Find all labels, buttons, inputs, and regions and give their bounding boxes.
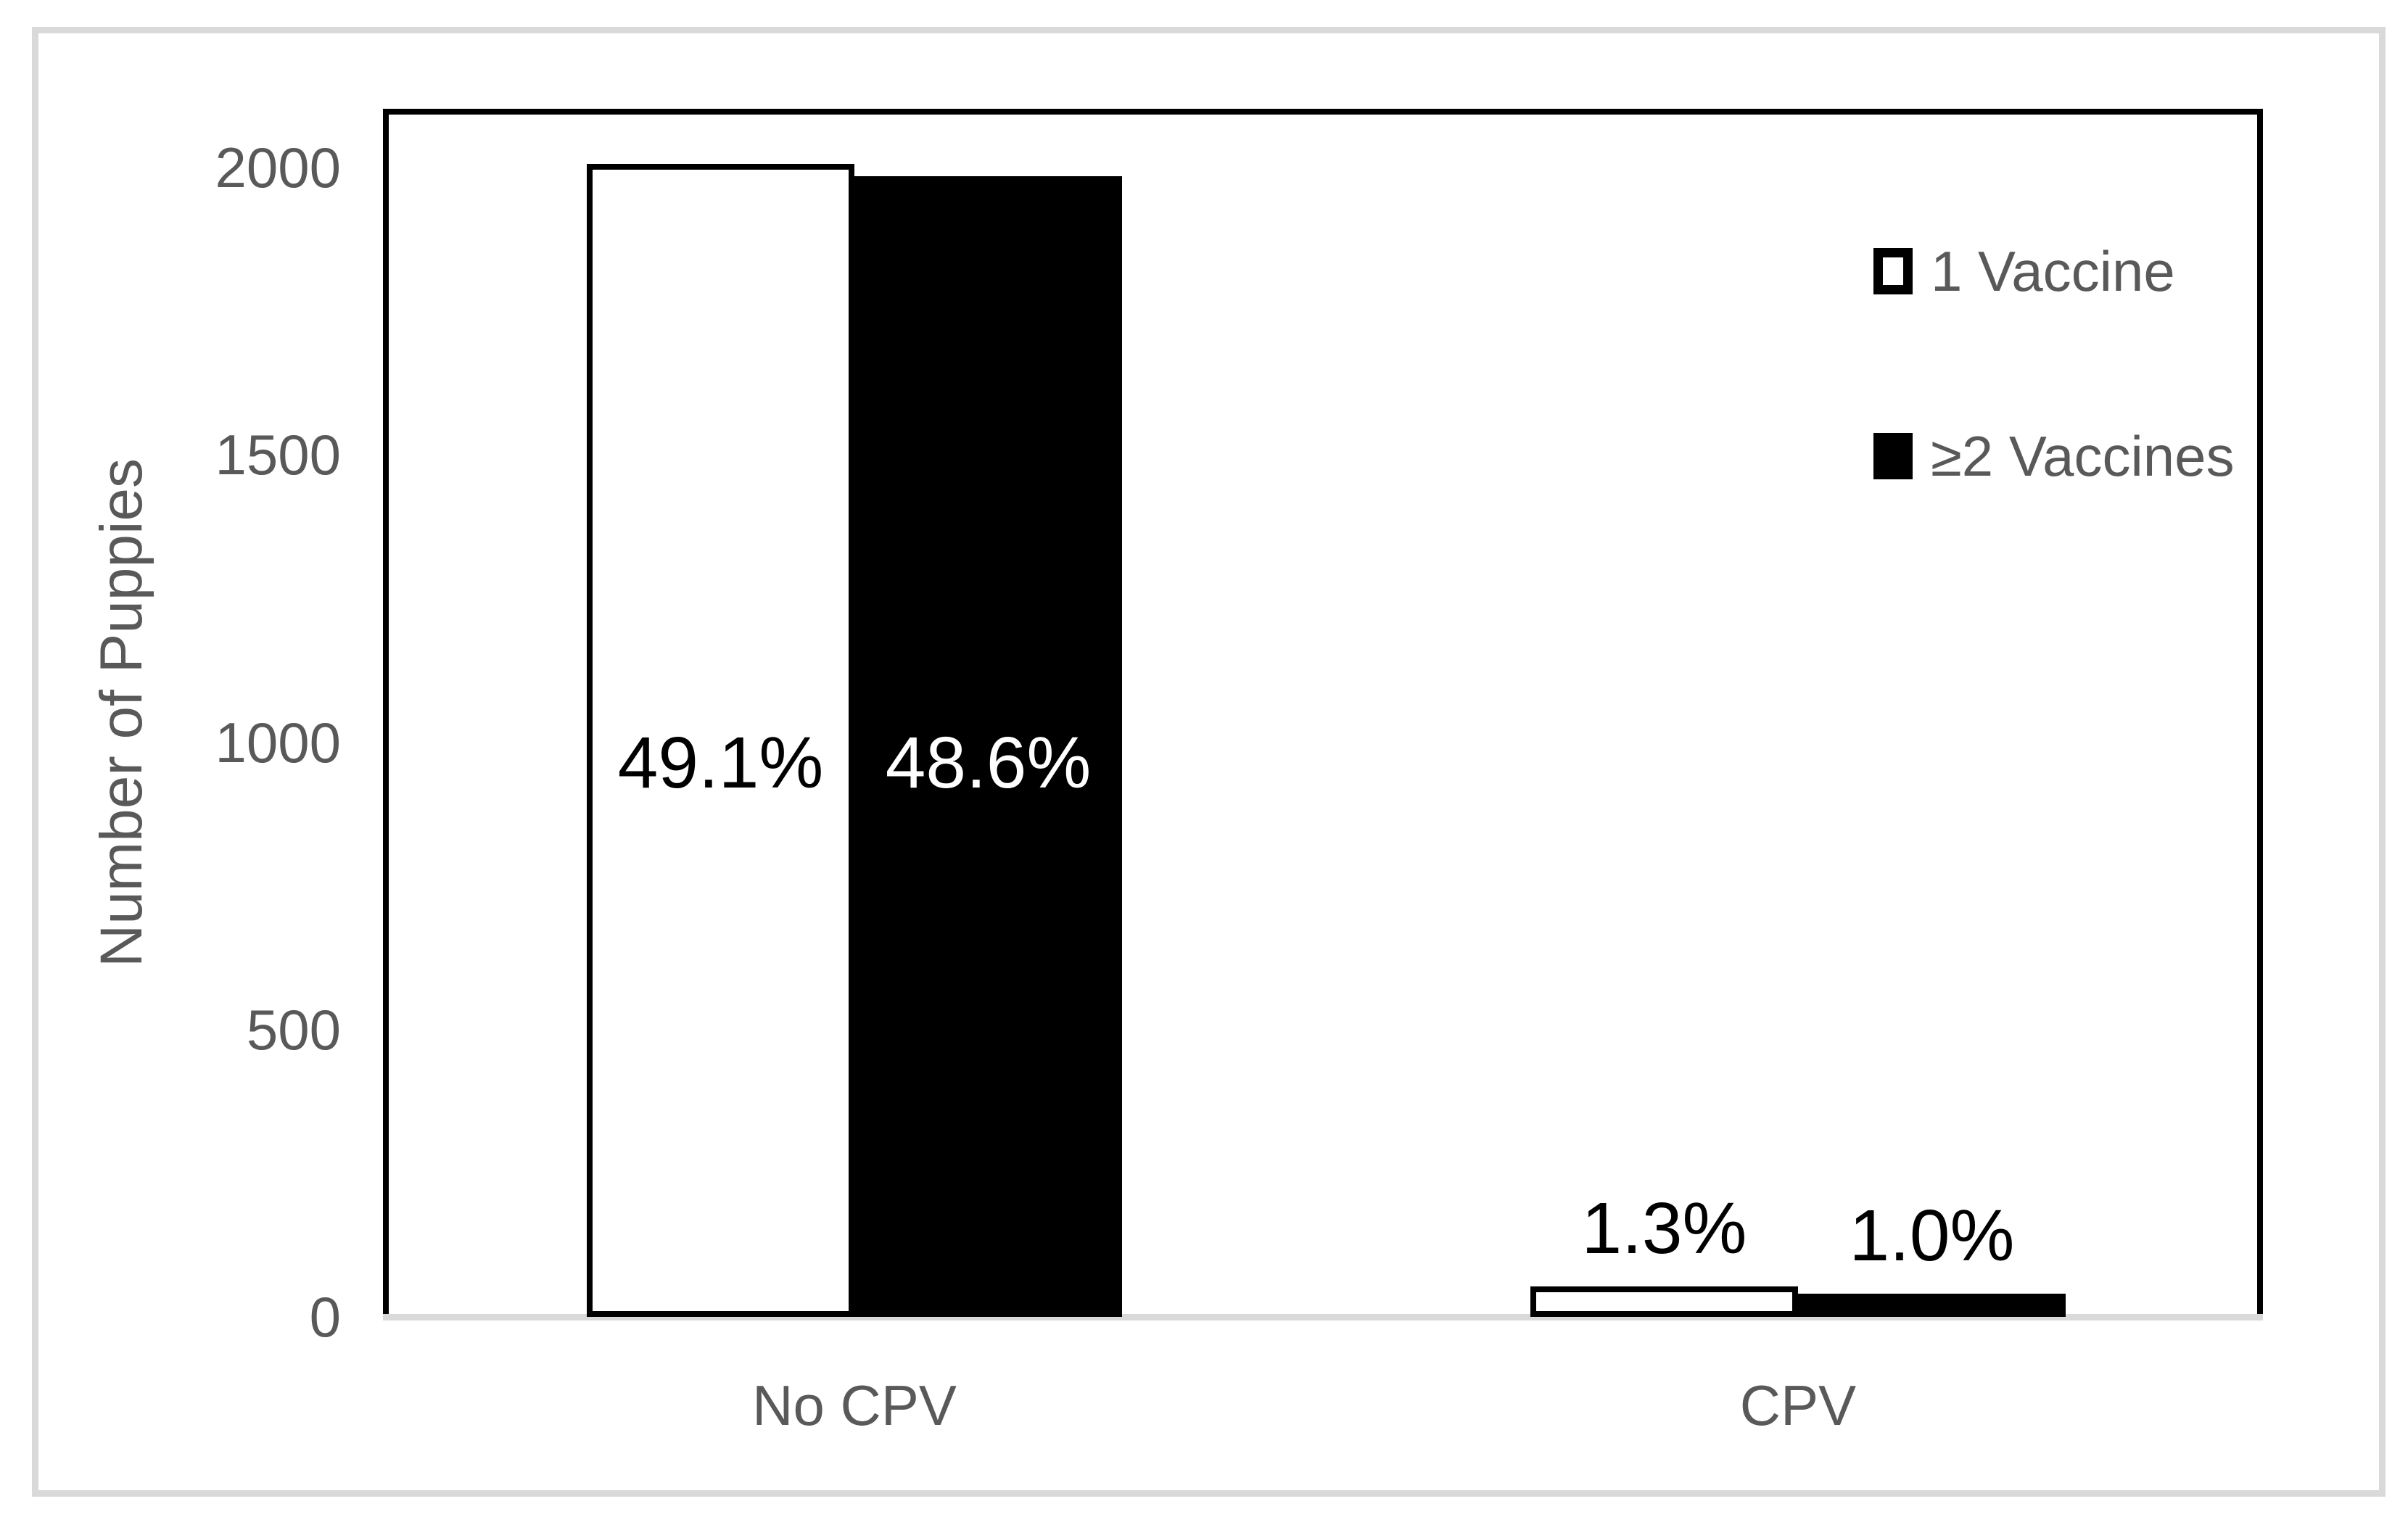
plot-area (383, 109, 2263, 1317)
y-tick-label: 1500 (215, 423, 341, 487)
bar-data-label: 48.6% (885, 722, 1092, 803)
legend-entry-label: ≥2 Vaccines (1931, 424, 2235, 488)
y-tick-label: 0 (309, 1285, 341, 1349)
y-tick-label: 2000 (215, 136, 341, 199)
legend-marker-white-square-icon (1873, 248, 1913, 294)
bar-no-cpv-series-1 (854, 176, 1122, 1317)
bar-data-label: 49.1% (617, 722, 824, 803)
x-category-label-no-cpv: No CPV (752, 1373, 957, 1437)
figure-border (32, 27, 2386, 1497)
x-category-label-cpv: CPV (1739, 1373, 1857, 1437)
bar-cpv-series-0 (1530, 1286, 1798, 1317)
legend-marker-black-square-icon (1873, 433, 1913, 479)
bar-cpv-series-1 (1798, 1294, 2066, 1317)
y-axis-title: Number of Puppies (88, 458, 154, 967)
bar-no-cpv-series-0 (587, 164, 854, 1317)
y-tick-label: 500 (246, 997, 341, 1062)
bar-data-label: 1.3% (1581, 1188, 1747, 1269)
y-tick-label: 1000 (215, 710, 341, 774)
legend-entry-label: 1 Vaccine (1931, 239, 2175, 303)
bar-data-label: 1.0% (1849, 1195, 2015, 1276)
x-axis-line (383, 1314, 2263, 1321)
